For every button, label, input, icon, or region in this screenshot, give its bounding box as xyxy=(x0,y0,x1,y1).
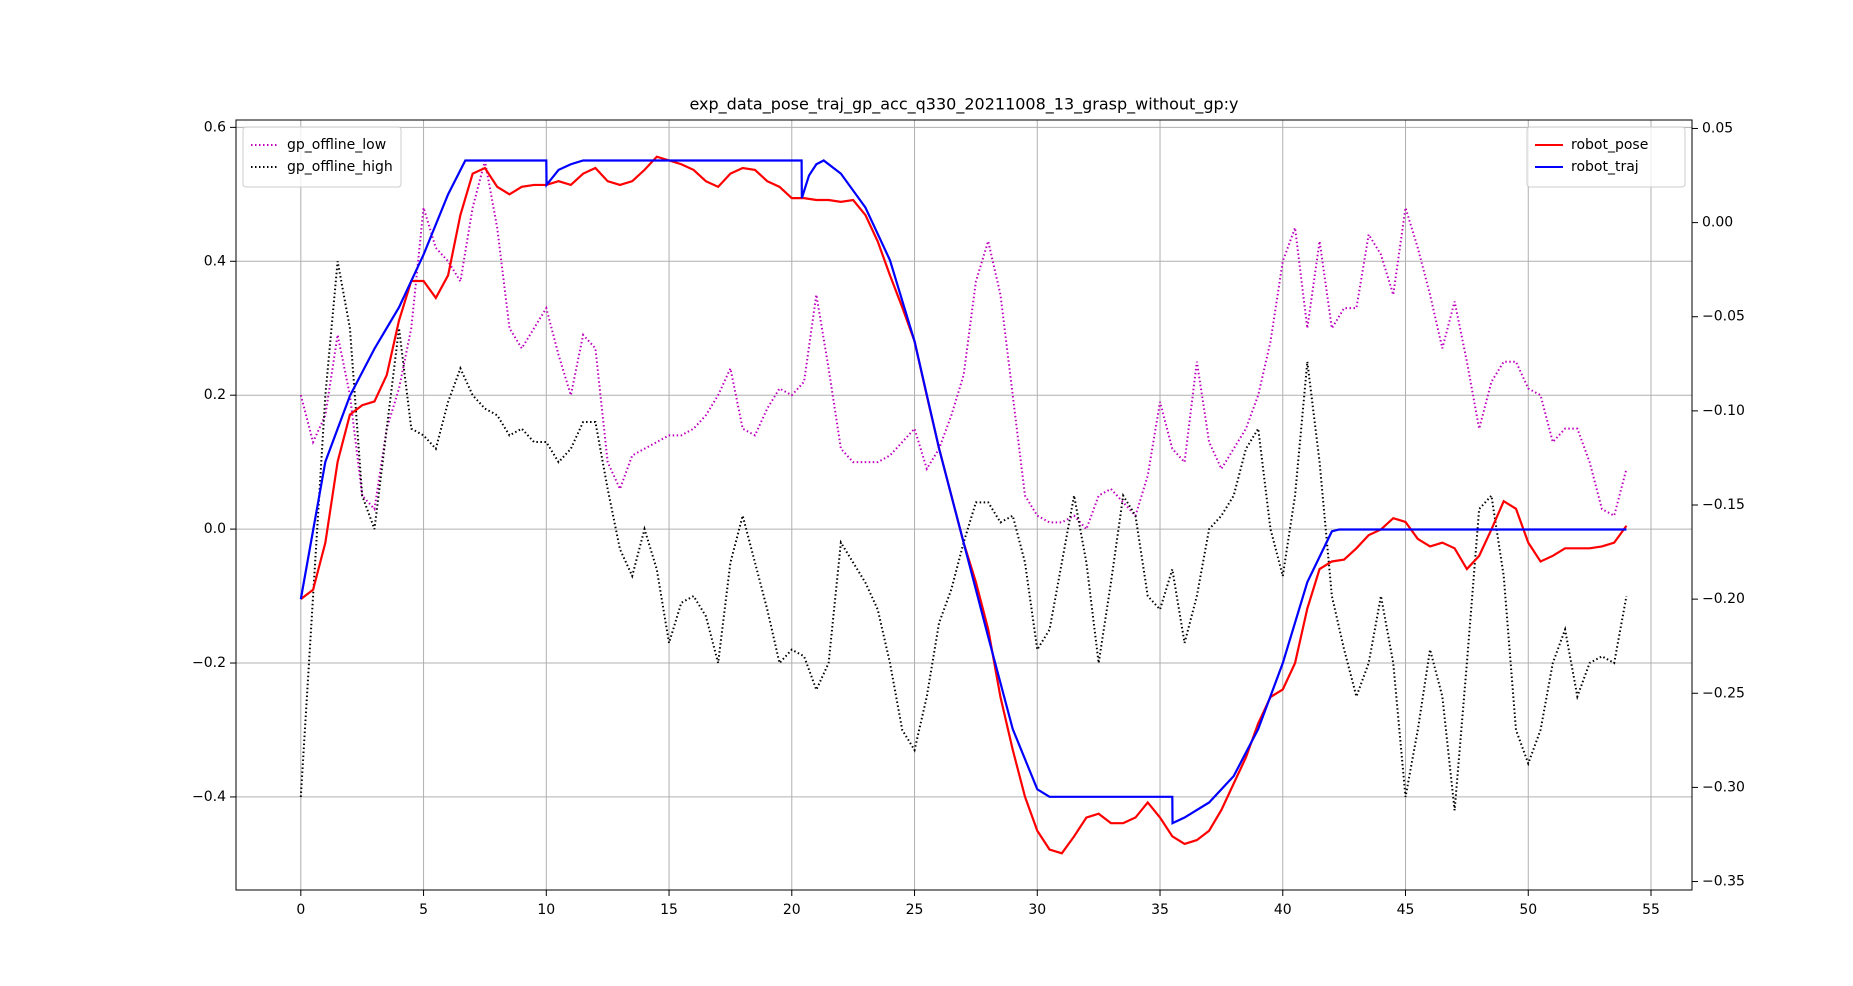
y2-tick-label: 0.05 xyxy=(1702,120,1733,136)
x-tick-label: 40 xyxy=(1274,902,1292,918)
y-tick-label: 0.2 xyxy=(204,387,226,403)
y2-tick-label: 0.00 xyxy=(1702,215,1733,231)
y2-tick-label: −0.05 xyxy=(1702,309,1745,325)
y-tick-label: 0.4 xyxy=(204,253,226,269)
y2-tick-label: −0.15 xyxy=(1702,497,1745,513)
x-tick-label: 55 xyxy=(1642,902,1660,918)
x-tick-label: 0 xyxy=(296,902,305,918)
plot-frame xyxy=(235,119,1693,891)
y2-tick-label: −0.30 xyxy=(1702,779,1745,795)
x-tick-label: 35 xyxy=(1151,902,1169,918)
y-tick-label: −0.2 xyxy=(192,655,226,671)
series-line xyxy=(299,159,1627,825)
legend-box xyxy=(1526,126,1686,188)
series-line xyxy=(299,160,1628,531)
y-tick-label: 0.6 xyxy=(204,119,226,135)
legend-label: gp_offline_low xyxy=(287,137,386,153)
y-tick-label: 0.0 xyxy=(204,521,226,537)
x-tick-label: 30 xyxy=(1028,902,1046,918)
x-tick-label: 25 xyxy=(906,902,924,918)
y2-tick-label: −0.20 xyxy=(1702,591,1745,607)
y2-tick-label: −0.25 xyxy=(1702,685,1745,701)
legend-box xyxy=(242,126,402,188)
x-tick-label: 50 xyxy=(1519,902,1537,918)
x-tick-label: 20 xyxy=(783,902,801,918)
x-tick-label: 45 xyxy=(1397,902,1415,918)
x-tick-label: 15 xyxy=(660,902,678,918)
y2-tick-label: −0.10 xyxy=(1702,403,1745,419)
series-line xyxy=(299,261,1628,811)
y-tick-label: −0.4 xyxy=(192,789,226,805)
chart-title: exp_data_pose_traj_gp_acc_q330_20211008_… xyxy=(689,95,1238,115)
legend-label: robot_traj xyxy=(1571,159,1639,175)
y2-tick-label: −0.35 xyxy=(1702,874,1745,890)
x-tick-label: 10 xyxy=(537,902,555,918)
x-tick-label: 5 xyxy=(419,902,428,918)
legend-label: gp_offline_high xyxy=(287,159,393,175)
legend-label: robot_pose xyxy=(1571,137,1648,153)
